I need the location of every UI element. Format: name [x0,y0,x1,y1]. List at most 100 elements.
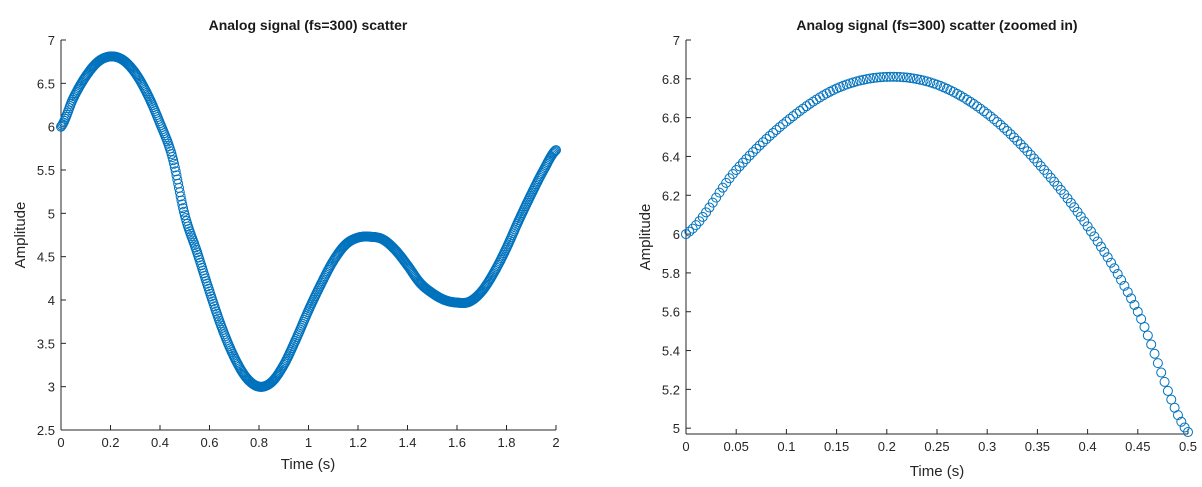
data-point [875,72,886,83]
data-point [1116,274,1127,285]
data-point [1035,161,1046,172]
data-point [1106,257,1117,268]
data-point [1146,339,1157,350]
data-point [174,187,185,198]
data-point [169,158,180,169]
data-point [137,80,148,91]
data-point [865,73,876,84]
data-point [1025,149,1036,160]
data-point [491,262,502,273]
y-tick-label: 6.6 [662,111,680,126]
data-point [754,140,765,151]
data-point [757,137,768,148]
y-tick-label: 4.5 [37,250,55,265]
data-point [1089,231,1100,242]
data-point [168,155,179,166]
data-point [1129,299,1140,310]
data-point [1162,385,1173,396]
chart-zoomed-signal: Analog signal (fs=300) scatter (zoomed i… [637,17,1197,480]
data-point [1149,348,1160,359]
data-point [794,106,805,117]
data-point [891,71,902,82]
data-point [1085,226,1096,237]
data-point [70,88,81,99]
data-point [784,113,795,124]
data-point [490,264,501,275]
data-point [322,266,333,277]
data-point [56,120,67,131]
x-tick-label: 0.4 [1079,439,1097,454]
y-tick-label: 7 [673,33,680,48]
data-point [541,160,552,171]
x-tick-label: 0.4 [151,435,169,450]
data-point [177,199,188,210]
data-point [538,165,549,175]
data-point [818,90,829,101]
x-axis-label: Time (s) [281,456,335,473]
data-point [764,130,775,141]
data-point [279,358,290,369]
y-tick-label: 5.2 [662,382,680,397]
x-tick-label: 1.6 [448,435,466,450]
data-point [535,171,546,182]
data-point [687,223,698,234]
y-tick-label: 3 [48,380,55,395]
data-point [551,145,561,156]
data-point [711,192,722,203]
data-point [998,122,1009,133]
data-point [734,161,745,172]
data-point [798,103,809,114]
data-point [175,191,186,202]
data-point [1032,157,1043,168]
chart-title: Analog signal (fs=300) scatter (zoomed i… [796,17,1077,33]
data-point [548,147,559,158]
data-point [1112,269,1123,280]
data-point [549,146,560,157]
y-tick-label: 5 [48,206,55,221]
data-point [905,72,916,83]
x-tick-label: 1.4 [398,435,416,450]
data-point [178,203,189,214]
data-point [855,75,866,86]
data-point [1095,241,1106,252]
data-point [737,157,748,168]
y-tick-label: 6.2 [662,188,680,203]
x-tick-label: 0.3 [978,439,996,454]
data-point [1082,221,1093,232]
data-point [868,73,879,84]
chart-title: Analog signal (fs=300) scatter [209,17,408,33]
data-point [540,161,551,172]
x-tick-label: 0.05 [724,439,749,454]
data-point [136,78,147,89]
data-point [550,145,561,156]
data-point [1152,358,1163,369]
data-point [1142,330,1153,341]
y-tick-label: 6.8 [662,72,680,87]
data-point [774,122,785,133]
y-tick-label: 2.5 [37,423,55,438]
data-point [1029,153,1040,164]
y-tick-label: 7 [48,33,55,48]
data-point [1012,135,1023,146]
y-tick-label: 5.4 [662,344,680,359]
data-point [547,148,558,159]
data-point [811,94,822,105]
y-tick-label: 5.5 [37,163,55,178]
x-axis-label: Time (s) [910,463,964,480]
data-point [1022,146,1033,157]
data-point [684,226,695,237]
data-point [1045,172,1056,183]
data-point [898,72,909,83]
data-point [1002,126,1013,137]
data-point [908,73,919,84]
data-point [978,106,989,117]
data-point [985,111,996,122]
data-point [955,90,966,101]
data-point [170,166,181,177]
data-point [714,187,725,198]
x-tick-label: 0.15 [824,439,849,454]
data-point [278,360,289,370]
data-point [744,150,755,161]
data-point [1159,376,1170,387]
